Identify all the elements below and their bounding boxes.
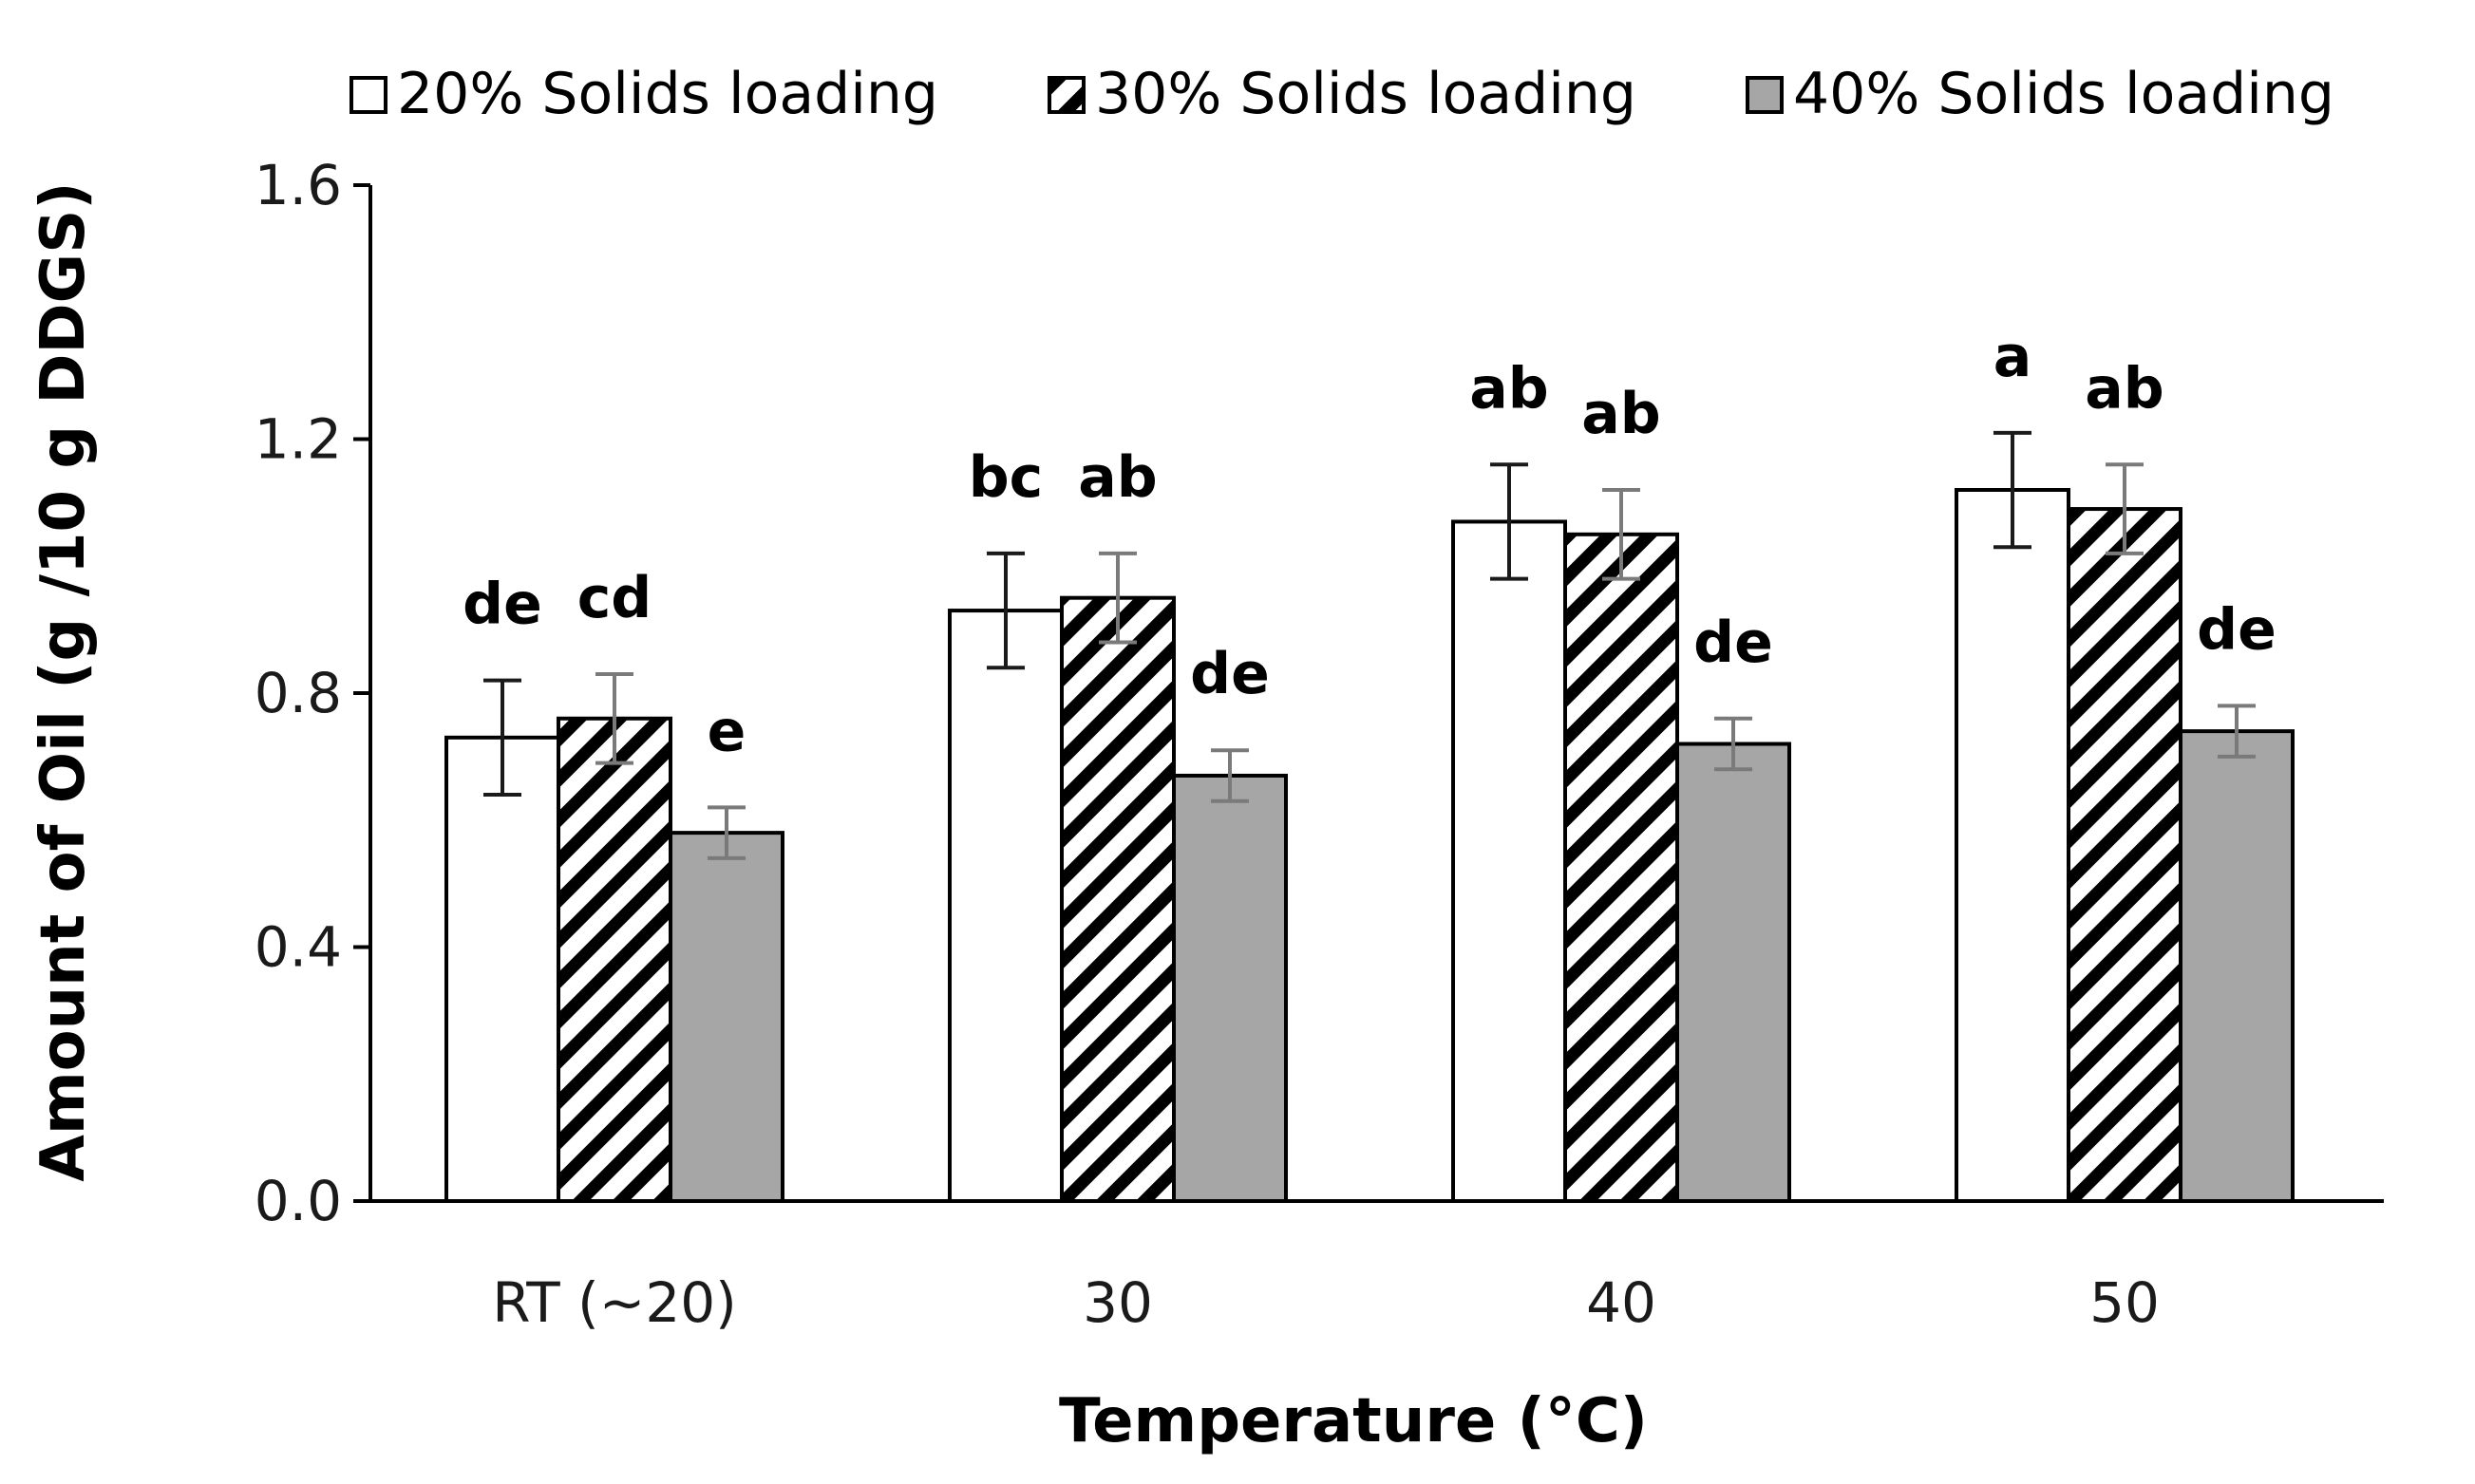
- significance-letter: bc: [969, 444, 1044, 511]
- axes: [353, 183, 2384, 1203]
- y-axis-title: Amount of Oil (g /10 g DDGS): [28, 181, 99, 1181]
- legend-label: 20% Solids loading: [397, 61, 938, 127]
- bar: [2179, 729, 2295, 1203]
- x-tick-label: 50: [2089, 1270, 2160, 1335]
- bar: [1172, 773, 1288, 1203]
- significance-letter: de: [1190, 641, 1270, 707]
- significance-letter: e: [708, 698, 746, 764]
- significance-letter: de: [2197, 596, 2277, 663]
- bar: [1955, 488, 2070, 1203]
- legend-swatch: [350, 76, 387, 114]
- y-tick-label: 0.8: [255, 661, 342, 725]
- bar: [1563, 532, 1679, 1203]
- y-axis: 0.0 0.4 0.8 1.2 1.6 RT (~20) 30 40 50: [255, 153, 2160, 1335]
- legend: 20% Solids loading 30% Solids loading 40% …: [350, 61, 2334, 127]
- bar: [444, 735, 560, 1203]
- significance-letter: de: [463, 572, 542, 638]
- significance-letter: ab: [1581, 381, 1660, 447]
- bar: [1060, 595, 1176, 1203]
- legend-label: 30% Solids loading: [1095, 61, 1636, 127]
- significance-letter: cd: [577, 565, 652, 631]
- bar: [2067, 507, 2182, 1203]
- bar: [669, 831, 784, 1203]
- x-tick-label: 30: [1083, 1270, 1153, 1335]
- legend-swatch: [1746, 76, 1784, 114]
- y-tick-label: 1.6: [255, 153, 342, 217]
- significance-letter: ab: [1469, 355, 1548, 422]
- bar: [557, 716, 672, 1203]
- bar: [1675, 742, 1791, 1203]
- legend-swatch: [1048, 76, 1086, 114]
- significance-letter: ab: [1078, 444, 1157, 511]
- bar: [948, 609, 1064, 1203]
- y-tick-label: 1.2: [255, 407, 342, 472]
- x-tick-label: RT (~20): [492, 1270, 737, 1335]
- x-tick-label: 40: [1586, 1270, 1656, 1335]
- y-tick-label: 0.4: [255, 915, 342, 980]
- significance-letter: de: [1693, 610, 1773, 676]
- y-tick-label: 0.0: [255, 1169, 342, 1233]
- significance-letter: a: [1993, 324, 2032, 390]
- significance-letter: ab: [2085, 355, 2163, 422]
- bar: [1451, 519, 1567, 1203]
- x-axis-title: Temperature (°C): [1059, 1386, 1648, 1456]
- legend-label: 40% Solids loading: [1793, 61, 2334, 127]
